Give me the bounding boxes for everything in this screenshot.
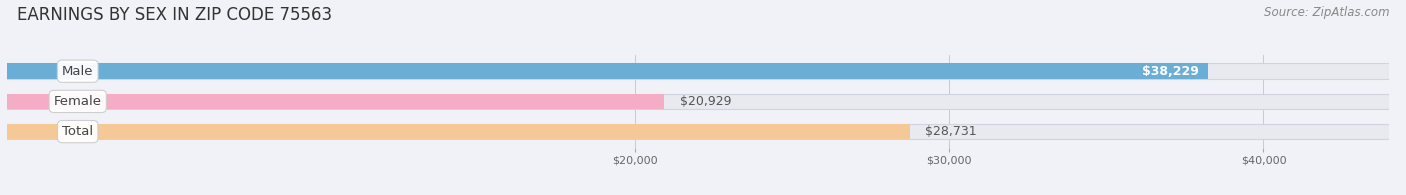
Bar: [7, 94, 1389, 109]
Bar: [7, 124, 1389, 139]
Bar: [7, 63, 1208, 79]
Bar: [7, 124, 910, 139]
Text: $20,929: $20,929: [681, 95, 731, 108]
Text: Male: Male: [62, 65, 93, 78]
Text: $38,229: $38,229: [1142, 65, 1198, 78]
Text: Total: Total: [62, 125, 93, 138]
Text: Female: Female: [53, 95, 101, 108]
Bar: [7, 63, 1389, 79]
Bar: [7, 94, 665, 109]
Text: EARNINGS BY SEX IN ZIP CODE 75563: EARNINGS BY SEX IN ZIP CODE 75563: [17, 6, 332, 24]
Text: $28,731: $28,731: [925, 125, 977, 138]
Text: Source: ZipAtlas.com: Source: ZipAtlas.com: [1264, 6, 1389, 19]
